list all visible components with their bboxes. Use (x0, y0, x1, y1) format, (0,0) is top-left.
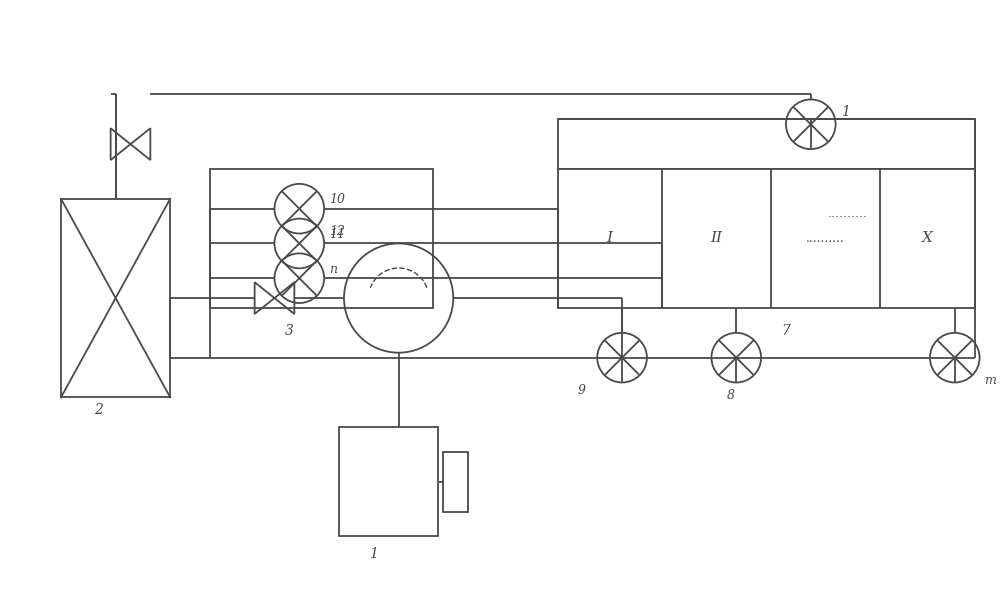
Bar (61, 199, 170, 397)
Text: II: II (710, 232, 722, 246)
Bar (339, 427, 438, 537)
Text: m: m (985, 375, 996, 387)
Text: 1: 1 (369, 547, 378, 561)
Text: 10: 10 (329, 193, 345, 206)
Text: ..........: .......... (806, 232, 845, 245)
Text: 7: 7 (781, 324, 790, 338)
Text: 3: 3 (284, 324, 293, 338)
Text: 8: 8 (726, 389, 734, 402)
Bar (558, 120, 975, 169)
Text: X: X (922, 232, 933, 246)
Text: ..........: .......... (828, 207, 868, 220)
Text: 12: 12 (329, 225, 345, 238)
Text: 9: 9 (577, 384, 585, 397)
Bar (558, 169, 975, 308)
Text: 11: 11 (329, 228, 345, 241)
Text: 1: 1 (841, 105, 849, 120)
Text: 2: 2 (94, 403, 103, 417)
Bar (210, 169, 433, 308)
Bar (443, 452, 468, 511)
Text: n: n (329, 263, 337, 276)
Text: I: I (607, 232, 613, 246)
